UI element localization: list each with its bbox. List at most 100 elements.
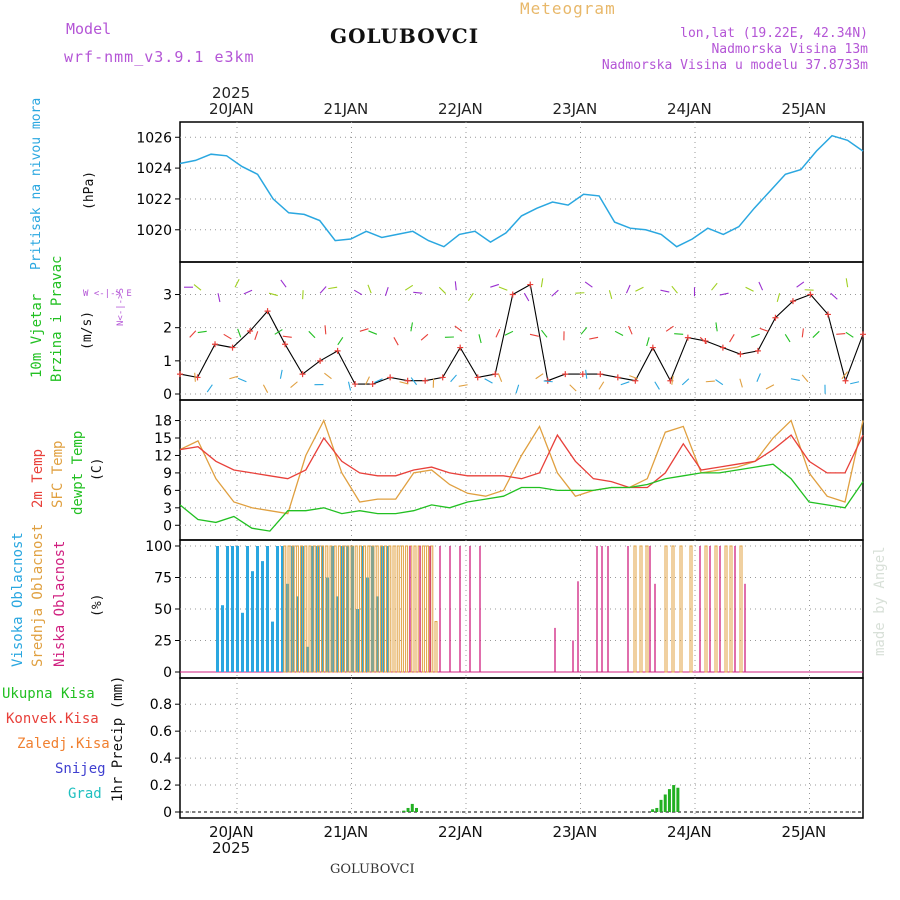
cloud-high-bar — [246, 546, 249, 672]
cloud-mid-bar — [729, 545, 733, 673]
wind-arrow — [729, 334, 735, 343]
cloud-mid-bar — [295, 545, 299, 673]
wind-speed-marker — [387, 374, 394, 381]
cloud-mid-bar — [639, 545, 643, 673]
wind-arrow — [237, 377, 247, 383]
top-day-label: 20JAN — [209, 100, 254, 118]
wind-arrow — [719, 292, 729, 296]
wind-arrow — [830, 292, 838, 300]
y-tick-label: 0 — [163, 518, 172, 534]
cloud-mid-bar — [396, 545, 400, 673]
cloud-high-bar — [336, 596, 339, 672]
cloud-mid-bar — [388, 545, 392, 673]
wind-arrow — [189, 330, 197, 338]
cloud-mid-bar — [375, 545, 379, 673]
wind-speed-marker — [772, 314, 779, 321]
cloud-high-bar — [361, 546, 364, 672]
wind-arrow — [776, 293, 781, 303]
wind-arrow — [674, 333, 684, 335]
wind-arrow — [504, 330, 514, 336]
wind-arrow — [699, 336, 708, 344]
wind-arrow — [495, 328, 501, 338]
wind-arrow — [290, 381, 298, 388]
precip-bar — [402, 810, 406, 812]
wind-speed-marker — [807, 291, 814, 298]
wind-arrow — [758, 281, 764, 291]
precip-bar — [659, 799, 663, 812]
precip-bar — [672, 785, 676, 812]
wind-arrow — [711, 282, 718, 291]
wind-arrow — [671, 375, 674, 385]
wind-arrow — [739, 378, 743, 388]
cloud-high-bar — [256, 546, 259, 672]
y-tick-label: 0 — [163, 387, 172, 403]
wind-arrow — [497, 373, 503, 382]
wind-arrow — [438, 286, 447, 294]
cloud-high-bar — [236, 546, 239, 672]
wind-arrow — [665, 325, 674, 332]
top-day-label: 22JAN — [438, 100, 483, 118]
cloud-mid-bar — [350, 545, 354, 673]
wind-speed-marker — [719, 344, 726, 351]
cloud-high-bar — [231, 546, 234, 672]
precip-conv-label: Konvek.Kisa — [6, 711, 99, 727]
cloud-mid-bar — [739, 545, 743, 673]
cloud-high-bar — [376, 596, 379, 672]
wind-arrow — [796, 281, 805, 288]
wind-speed-marker — [842, 377, 849, 384]
cloud-high-bar — [306, 646, 309, 672]
cloud-high-bar — [276, 546, 279, 672]
cloud-high-bar — [241, 612, 244, 672]
wind-speed-marker — [860, 331, 866, 338]
wind-arrow — [745, 286, 754, 292]
wind-arrow — [551, 289, 559, 297]
wind-arrow — [660, 289, 670, 293]
cloud-mid-bar — [354, 545, 358, 673]
wind-arrow — [628, 325, 633, 335]
wind-arrow — [268, 292, 278, 297]
cloud-mid-bar — [308, 545, 312, 673]
y-tick-label: 1020 — [136, 223, 172, 239]
wind-arrow — [790, 378, 800, 381]
wind-arrow — [541, 329, 548, 338]
wind-arrow — [589, 336, 599, 340]
precip-snow-label: Snijeg — [55, 761, 106, 777]
cloud-high-bar — [261, 561, 264, 672]
wind-arrow — [498, 286, 508, 291]
bottom-day-label: 20JAN — [209, 823, 254, 841]
wind-arrow — [337, 337, 344, 346]
bottom-day-label: 25JAN — [781, 823, 827, 841]
wind-arrow — [836, 332, 846, 335]
wind-arrow — [374, 378, 383, 384]
wind-arrow — [585, 369, 588, 379]
wind-speed-marker — [632, 377, 639, 384]
wind-arrow — [410, 377, 418, 386]
wind-arrow — [620, 381, 630, 386]
wind-arrow — [367, 284, 372, 294]
cloud-mid-bar — [392, 545, 396, 673]
wind-arrow — [194, 372, 196, 382]
model-elevation-text: Nadmorska Visina u modelu 37.8733m — [601, 58, 868, 73]
panel-frame-0 — [179, 121, 864, 263]
top-day-label: 21JAN — [323, 100, 369, 118]
wind-speed-marker — [824, 311, 831, 318]
wind-arrow — [404, 284, 414, 291]
y-tick-label: 0 — [163, 805, 172, 821]
cloud-mid-bar — [329, 545, 333, 673]
wind-arrow — [319, 286, 327, 294]
cloud-high-bar — [271, 621, 274, 672]
wind-arrow — [274, 329, 283, 335]
precip-bar — [406, 807, 410, 812]
wind-arrow — [223, 333, 232, 340]
cloud-high-bar — [321, 546, 324, 672]
cloud-mid-bar — [426, 545, 430, 673]
wind-arrow — [282, 335, 292, 338]
wind-arrow — [399, 381, 409, 385]
y-tick-label: 100 — [145, 539, 172, 555]
y-tick-label: 25 — [154, 634, 172, 650]
wind-arrow — [608, 290, 613, 300]
y-tick-label: 6 — [163, 483, 172, 499]
precip-bar — [663, 794, 667, 812]
wind-arrow — [629, 375, 638, 380]
wind-arrow — [635, 286, 644, 292]
